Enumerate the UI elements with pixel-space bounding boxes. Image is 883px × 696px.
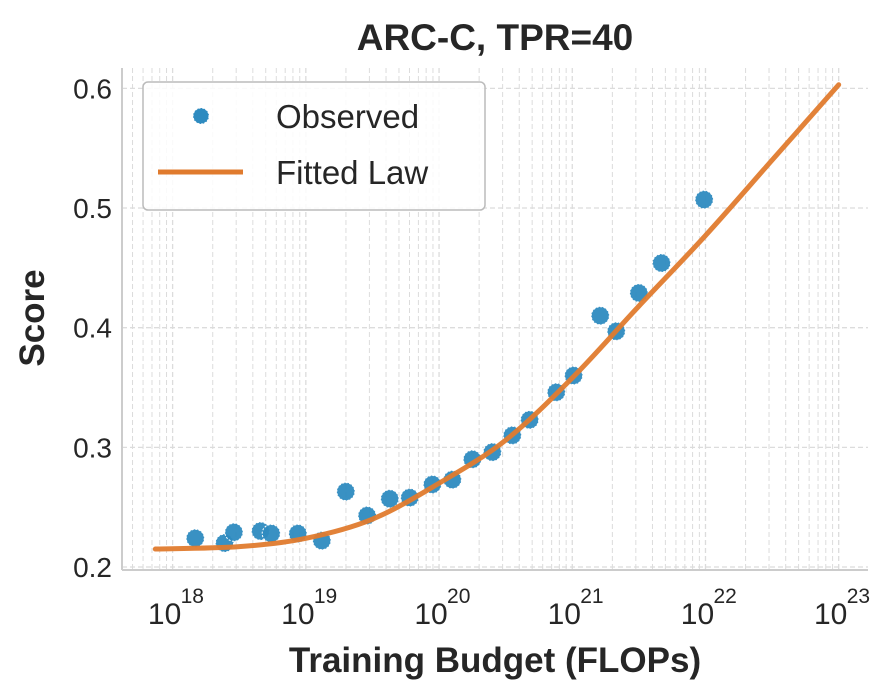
y-axis-label: Score <box>13 269 52 366</box>
legend-label-fitted: Fitted Law <box>276 154 428 191</box>
x-tick-exponent: 22 <box>713 585 736 608</box>
legend-label-observed: Observed <box>276 98 419 135</box>
x-tick-exponent: 20 <box>447 585 470 608</box>
x-axis-label: Training Budget (FLOPs) <box>289 641 701 680</box>
axes <box>121 68 868 571</box>
legend: Observed Fitted Law <box>142 81 486 211</box>
observed-point <box>590 306 610 326</box>
observed-point <box>694 190 714 210</box>
y-tick-label: 0.4 <box>73 313 112 344</box>
legend-marker-observed <box>192 107 210 125</box>
y-tick-label: 0.6 <box>73 73 112 104</box>
x-tick-label: 10 <box>414 598 447 631</box>
observed-point <box>261 524 281 544</box>
observed-point <box>380 489 400 509</box>
y-tick-label: 0.2 <box>73 552 112 583</box>
x-tick-exponent: 21 <box>580 585 603 608</box>
x-tick-exponent: 19 <box>314 585 337 608</box>
chart-title: ARC-C, TPR=40 <box>357 17 634 58</box>
observed-point <box>652 253 672 273</box>
x-tick-label: 10 <box>681 598 714 631</box>
x-tick-label: 10 <box>814 598 847 631</box>
fitted-law-line <box>152 82 842 552</box>
observed-point <box>185 528 205 548</box>
x-tick-label: 10 <box>148 598 181 631</box>
x-tick-exponent: 18 <box>181 585 204 608</box>
y-tick-label: 0.3 <box>73 432 112 463</box>
x-tick-label: 10 <box>548 598 581 631</box>
marks <box>152 82 842 553</box>
legend-box <box>142 81 486 211</box>
observed-point <box>336 482 356 502</box>
observed-point <box>224 522 244 542</box>
y-tick-label: 0.5 <box>73 193 112 224</box>
x-tick-exponent: 23 <box>847 585 870 608</box>
x-tick-label: 10 <box>281 598 314 631</box>
